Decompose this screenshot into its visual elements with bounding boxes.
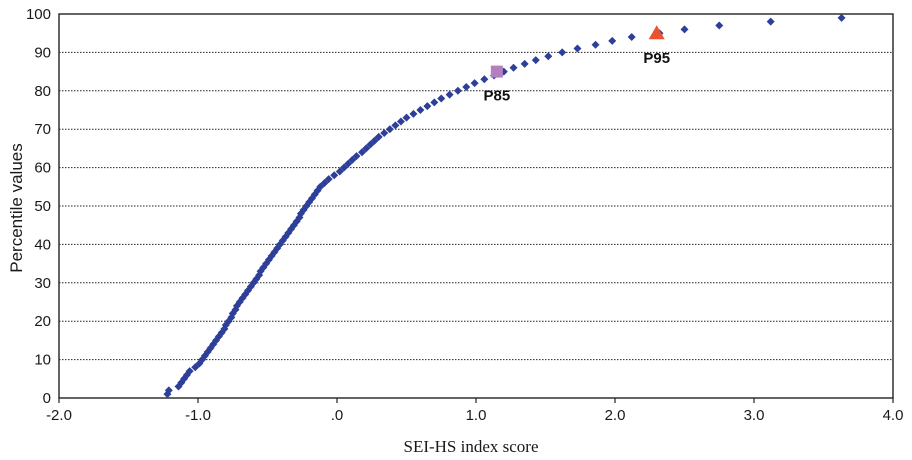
data-point xyxy=(445,90,454,99)
y-tick-label: 20 xyxy=(34,313,51,330)
data-point xyxy=(335,167,344,176)
data-point xyxy=(324,175,333,184)
data-point xyxy=(608,36,617,45)
data-point xyxy=(470,79,479,88)
x-tick-label: 4.0 xyxy=(883,407,904,424)
data-point xyxy=(453,86,462,95)
data-point xyxy=(520,59,529,68)
y-tick-label: 40 xyxy=(34,236,51,253)
x-tick-label: 3.0 xyxy=(744,407,765,424)
y-axis-title: Percentile values xyxy=(7,143,26,272)
data-point xyxy=(348,155,357,164)
data-point xyxy=(385,125,394,134)
y-tick-label: 80 xyxy=(34,83,51,100)
data-point xyxy=(766,17,775,26)
data-point xyxy=(531,56,540,65)
y-tick-label: 100 xyxy=(26,6,51,23)
data-point xyxy=(396,117,405,126)
annotations: P85 P95 xyxy=(483,25,670,105)
y-tick-label: 70 xyxy=(34,121,51,138)
data-point xyxy=(380,129,389,138)
data-point xyxy=(352,152,361,161)
data-point xyxy=(339,163,348,172)
data-point xyxy=(680,25,689,34)
data-point xyxy=(627,33,636,42)
data-point xyxy=(358,148,367,157)
x-tick-label: -1.0 xyxy=(185,407,211,424)
data-point xyxy=(330,171,339,180)
data-point xyxy=(416,106,425,114)
p95-label: P95 xyxy=(643,50,670,67)
data-point xyxy=(573,44,582,53)
p95-triangle-marker xyxy=(648,25,665,40)
data-point xyxy=(558,48,567,57)
data-point xyxy=(316,182,325,191)
data-point xyxy=(544,52,553,61)
data-point xyxy=(430,98,439,107)
data-point xyxy=(402,113,411,122)
data-point xyxy=(366,140,375,149)
data-point xyxy=(715,21,724,30)
data-point xyxy=(362,144,371,153)
y-tick-label: 50 xyxy=(34,198,51,215)
data-point xyxy=(320,178,329,187)
data-point xyxy=(191,363,200,372)
data-point xyxy=(185,367,194,376)
x-tick-label: 1.0 xyxy=(466,407,487,424)
y-tick-label: 30 xyxy=(34,275,51,292)
data-point xyxy=(837,13,846,22)
p85-square-marker xyxy=(490,65,503,78)
x-axis-title: SEI-HS index score xyxy=(403,437,538,456)
data-point xyxy=(344,159,353,168)
data-point xyxy=(591,40,600,49)
data-point xyxy=(437,94,446,103)
y-tick-label: 60 xyxy=(34,160,51,177)
x-axis-ticks: -2.0 -1.0 .0 1.0 2.0 3.0 4.0 xyxy=(46,398,903,424)
data-point xyxy=(391,121,400,130)
x-tick-label: 2.0 xyxy=(605,407,626,424)
y-tick-label: 10 xyxy=(34,352,51,369)
data-point xyxy=(164,386,173,395)
data-point xyxy=(409,109,418,118)
y-axis-ticks: 0 10 20 30 40 50 60 70 80 90 100 xyxy=(26,6,51,407)
y-tick-label: 90 xyxy=(34,44,51,61)
data-point xyxy=(374,132,383,141)
data-point xyxy=(370,136,379,145)
x-tick-label: -2.0 xyxy=(46,407,72,424)
data-point xyxy=(423,102,432,111)
data-points xyxy=(163,13,846,399)
data-point xyxy=(462,82,471,91)
x-tick-label: .0 xyxy=(331,407,344,424)
p85-label: P85 xyxy=(483,88,510,105)
gridlines xyxy=(59,51,893,361)
data-point xyxy=(509,63,518,72)
data-point xyxy=(480,75,489,84)
y-tick-label: 0 xyxy=(43,390,51,407)
